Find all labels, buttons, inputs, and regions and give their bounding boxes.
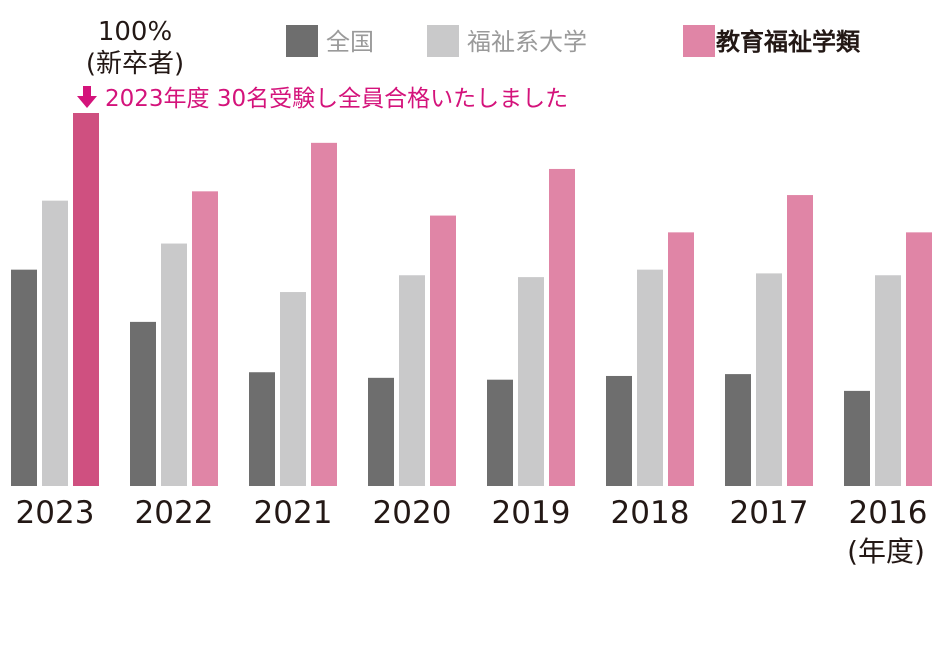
x-tick-label-2018: 2018 xyxy=(611,495,690,531)
legend-swatch-series-0 xyxy=(286,25,318,57)
top-value-group: 100% (新卒者) xyxy=(86,17,184,79)
bars xyxy=(11,113,932,486)
bar-2018-series-0 xyxy=(606,375,632,486)
bar-2020-series-0 xyxy=(368,377,394,486)
annotation: 2023年度 30名受験し全員合格いたしました xyxy=(77,86,568,112)
bar-2023-series-1 xyxy=(42,200,68,486)
x-tick-label-2020: 2020 xyxy=(373,495,452,531)
bar-2017-series-2 xyxy=(787,195,813,486)
legend: 全国 福祉系大学 教育福祉学類 xyxy=(286,25,861,57)
bar-2023-series-2 xyxy=(73,113,99,486)
bar-2017-series-1 xyxy=(756,273,782,486)
bar-2020-series-1 xyxy=(399,275,425,486)
bar-2020-series-2 xyxy=(430,215,456,486)
x-tick-label-2023: 2023 xyxy=(16,495,95,531)
bar-2021-series-2 xyxy=(311,142,337,486)
x-tick-label-2022: 2022 xyxy=(135,495,214,531)
bar-2019-series-2 xyxy=(549,168,575,486)
legend-swatch-series-1 xyxy=(427,25,459,57)
top-value-label: 100% xyxy=(98,17,172,47)
annotation-text: 2023年度 30名受験し全員合格いたしました xyxy=(105,86,568,112)
x-tick-label-2016: 2016 xyxy=(849,495,928,531)
bar-2022-series-0 xyxy=(130,321,156,486)
bar-2016-series-1 xyxy=(875,275,901,486)
bar-2019-series-0 xyxy=(487,379,513,486)
bar-2018-series-1 xyxy=(637,269,663,486)
bar-2016-series-2 xyxy=(906,232,932,486)
bar-2016-series-0 xyxy=(844,390,870,486)
bar-2018-series-2 xyxy=(668,232,694,486)
legend-label-series-1: 福祉系大学 xyxy=(467,28,587,56)
bar-2022-series-1 xyxy=(161,243,187,486)
x-tick-label-2021: 2021 xyxy=(254,495,333,531)
bar-2019-series-1 xyxy=(518,277,544,486)
down-arrow-icon xyxy=(77,86,97,108)
x-tick-label-2019: 2019 xyxy=(492,495,571,531)
x-tick-label-2017: 2017 xyxy=(730,495,809,531)
legend-swatch-series-2 xyxy=(683,25,715,57)
top-value-sublabel: (新卒者) xyxy=(86,49,184,79)
legend-label-series-2: 教育福祉学類 xyxy=(716,28,861,56)
bar-2022-series-2 xyxy=(192,191,218,486)
bar-2021-series-0 xyxy=(249,372,275,486)
x-axis-ticks: 2023 2022 2021 2020 2019 2018 2017 2016 xyxy=(16,495,928,531)
legend-label-series-0: 全国 xyxy=(326,28,374,56)
x-axis-unit-label: (年度) xyxy=(847,535,925,568)
bar-2021-series-1 xyxy=(280,292,306,486)
bar-2023-series-0 xyxy=(11,269,37,486)
bar-2017-series-0 xyxy=(725,374,751,486)
